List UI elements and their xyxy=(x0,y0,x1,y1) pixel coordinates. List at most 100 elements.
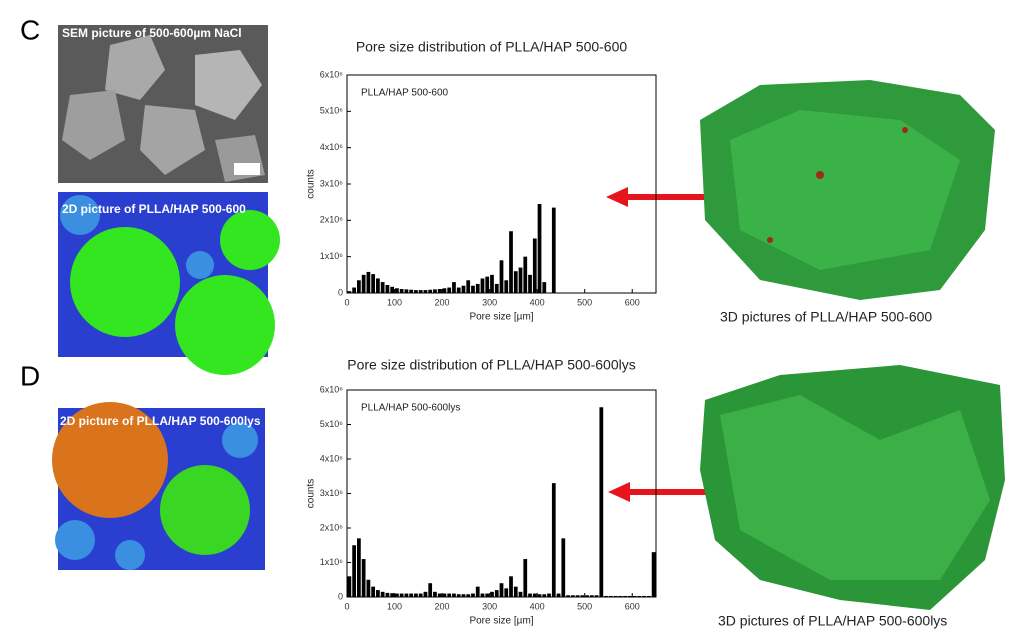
histogram-bar xyxy=(423,591,428,597)
annotation: PLLA/HAP 500-600lys xyxy=(361,403,460,414)
histogram-bar xyxy=(589,595,594,597)
histogram-bar xyxy=(399,593,404,597)
histogram-bar xyxy=(466,594,471,597)
histogram-bar xyxy=(414,593,418,597)
panel-label: C xyxy=(20,14,40,45)
histogram-bar xyxy=(404,289,409,293)
histogram-bar xyxy=(551,483,556,597)
histogram-bar xyxy=(456,594,461,597)
histogram-bar xyxy=(361,274,366,293)
histogram-bar xyxy=(433,289,437,293)
x-tick-label: 100 xyxy=(387,297,402,307)
histogram-bar xyxy=(646,595,651,597)
histogram-bar xyxy=(361,559,366,597)
x-tick-label: 500 xyxy=(577,297,592,307)
histogram-bar xyxy=(428,583,433,597)
histogram-bar xyxy=(594,595,599,597)
histogram-bar xyxy=(485,593,490,597)
histogram-bar xyxy=(395,288,399,293)
y-tick-label: 4x10⁶ xyxy=(320,453,344,463)
histogram-bar xyxy=(371,586,376,597)
histogram-bar xyxy=(632,595,637,597)
histogram-bar xyxy=(418,290,423,293)
render-3d xyxy=(700,365,1005,610)
render-3d xyxy=(700,80,995,300)
histogram-bar xyxy=(494,283,499,293)
histogram-bar xyxy=(518,591,523,597)
panel-label: D xyxy=(20,360,40,391)
y-tick-label: 1x10⁶ xyxy=(320,557,344,567)
histogram-bar xyxy=(518,267,523,293)
histogram-bar xyxy=(452,282,456,293)
arrow xyxy=(608,482,712,502)
histogram-bar xyxy=(613,595,618,597)
histogram-bar xyxy=(532,238,537,293)
image-caption: 2D picture of PLLA/HAP 500-600 xyxy=(62,202,246,216)
histogram-bar xyxy=(447,593,452,597)
x-tick-label: 100 xyxy=(387,601,402,611)
histogram-bar xyxy=(537,203,542,293)
histogram-bar xyxy=(651,552,656,597)
histogram-bar xyxy=(637,595,642,597)
histogram-bar xyxy=(376,590,380,597)
y-tick-label: 6x10⁶ xyxy=(320,384,344,394)
histogram-bar xyxy=(509,576,513,597)
x-tick-label: 500 xyxy=(577,601,592,611)
y-tick-label: 0 xyxy=(338,287,343,297)
histogram-bar xyxy=(490,274,494,293)
histogram-bar xyxy=(490,591,494,597)
histogram-bar xyxy=(475,586,480,597)
y-tick-label: 5x10⁶ xyxy=(320,106,344,116)
histogram-bar xyxy=(461,594,466,597)
histogram-bar xyxy=(471,285,475,293)
image-caption: 2D picture of PLLA/HAP 500-600lys xyxy=(60,414,261,428)
histogram-bar xyxy=(456,287,461,293)
sem-image: SEM picture of 500-600µm NaCl xyxy=(58,25,268,183)
histogram-bar xyxy=(466,280,471,293)
histogram-bar xyxy=(371,274,376,293)
y-tick-label: 3x10⁶ xyxy=(320,178,344,188)
x-tick-label: 0 xyxy=(344,601,349,611)
chart-title: Pore size distribution of PLLA/HAP 500-6… xyxy=(347,357,635,373)
histogram-bar xyxy=(528,274,532,293)
histogram-bar xyxy=(471,593,475,597)
x-tick-label: 300 xyxy=(482,601,497,611)
histogram-bar xyxy=(528,593,532,597)
y-axis-label: counts xyxy=(306,479,317,508)
y-tick-label: 3x10⁶ xyxy=(320,488,344,498)
histogram-bar xyxy=(414,290,418,293)
histogram-bar xyxy=(480,278,485,293)
x-tick-label: 0 xyxy=(344,297,349,307)
plot-frame xyxy=(346,389,657,598)
x-tick-label: 600 xyxy=(625,601,640,611)
histogram-bar xyxy=(447,287,452,293)
histogram-bar xyxy=(575,595,580,597)
histogram-bar xyxy=(437,289,442,293)
histogram-bar xyxy=(409,289,414,293)
histogram-bar xyxy=(513,271,518,293)
y-tick-label: 2x10⁶ xyxy=(320,215,344,225)
histogram-bar xyxy=(542,282,547,293)
histogram-bar xyxy=(376,278,380,293)
y-tick-label: 1x10⁶ xyxy=(320,251,344,261)
histogram-bar xyxy=(404,593,409,597)
histogram-bar xyxy=(561,538,566,597)
histogram-bar xyxy=(585,595,589,597)
histogram-bar xyxy=(523,256,528,293)
histogram-bar xyxy=(352,287,357,293)
histogram-bar xyxy=(504,280,509,293)
y-tick-label: 4x10⁶ xyxy=(320,142,344,152)
histogram-bar xyxy=(357,280,361,293)
histogram-bar xyxy=(352,545,357,597)
histogram-bar xyxy=(499,583,504,597)
histogram-bar xyxy=(627,595,632,597)
histogram-bar xyxy=(556,593,561,597)
histogram-bar xyxy=(347,291,352,293)
image-caption: 3D pictures of PLLA/HAP 500-600lys xyxy=(718,613,947,629)
histogram-bar xyxy=(480,593,485,597)
x-tick-label: 400 xyxy=(530,601,545,611)
image-caption: SEM picture of 500-600µm NaCl xyxy=(62,26,242,40)
histogram-bar xyxy=(347,576,352,597)
histogram-bar xyxy=(532,593,537,597)
